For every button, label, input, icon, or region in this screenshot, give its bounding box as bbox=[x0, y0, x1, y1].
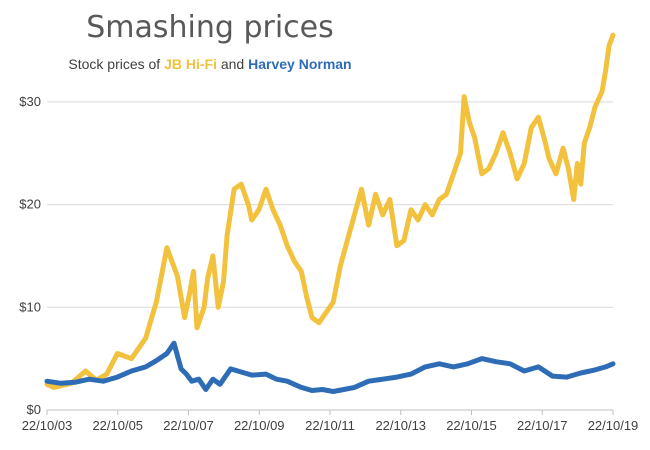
x-tick-label: 22/10/05 bbox=[92, 418, 143, 433]
x-tick-label: 22/10/19 bbox=[588, 418, 639, 433]
subtitle-joiner: and bbox=[216, 56, 249, 72]
x-tick-label: 22/10/17 bbox=[517, 418, 568, 433]
series-line-jb-hi-fi bbox=[44, 32, 616, 390]
x-tick-label: 22/10/15 bbox=[446, 418, 497, 433]
y-tick-label: $30 bbox=[19, 94, 41, 109]
y-axis-ticks: $0 $10 $20 $30 bbox=[19, 94, 41, 417]
series-lines bbox=[44, 32, 616, 394]
chart-subtitle: Stock prices of JB Hi-Fi and Harvey Norm… bbox=[0, 56, 420, 72]
x-tick-label: 22/10/11 bbox=[305, 418, 355, 433]
chart-title: Smashing prices bbox=[86, 10, 334, 45]
subtitle-series-jb-hifi: JB Hi-Fi bbox=[164, 56, 217, 72]
x-tick-label: 22/10/13 bbox=[375, 418, 426, 433]
x-tick-label: 22/10/07 bbox=[163, 418, 214, 433]
x-axis-ticks: 22/10/03 22/10/05 22/10/07 22/10/09 22/10/11… bbox=[22, 410, 639, 433]
y-tick-label: $10 bbox=[19, 299, 41, 314]
x-tick-label: 22/10/09 bbox=[234, 418, 285, 433]
y-tick-label: $0 bbox=[27, 402, 41, 417]
y-tick-label: $20 bbox=[19, 197, 41, 212]
series-line-harvey-norman bbox=[44, 340, 616, 394]
subtitle-series-harvey-norman: Harvey Norman bbox=[248, 56, 352, 72]
x-tick-label: 22/10/03 bbox=[22, 418, 73, 433]
subtitle-prefix: Stock prices of bbox=[68, 56, 165, 72]
